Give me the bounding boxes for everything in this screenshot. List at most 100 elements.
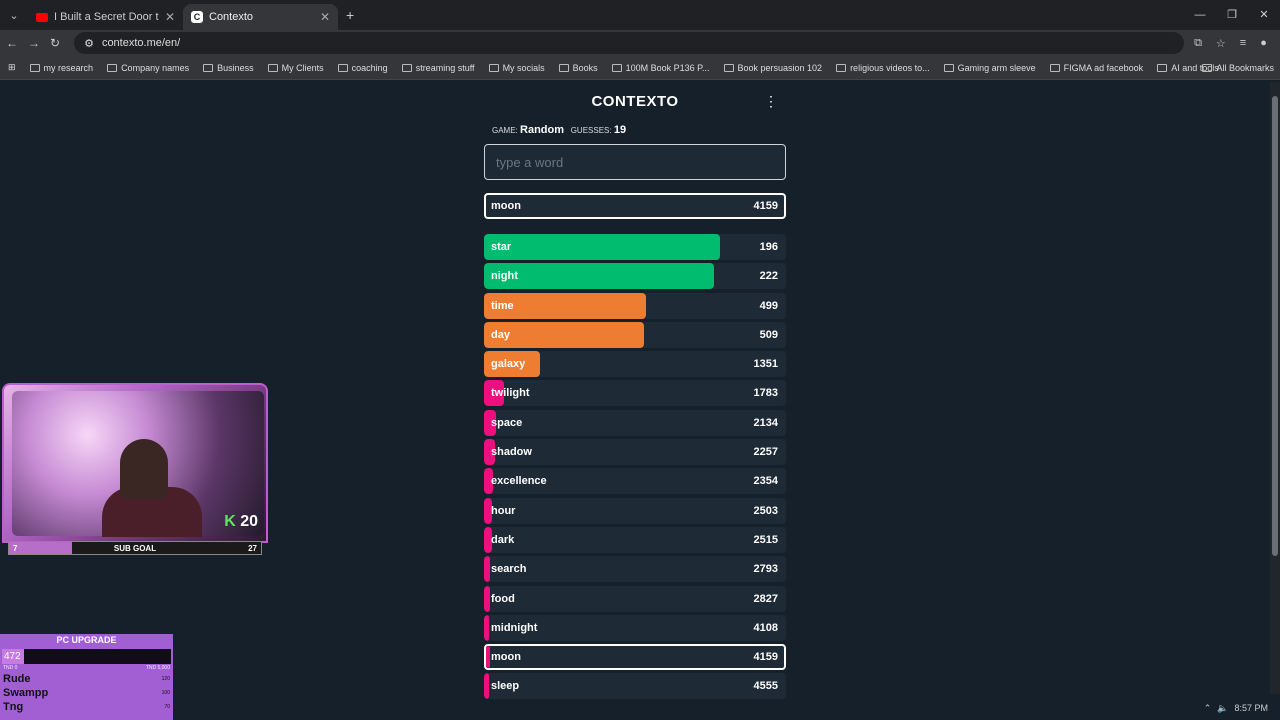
contexto-icon: C xyxy=(191,11,203,23)
guess-distance: 1351 xyxy=(753,358,778,371)
guesses-value: 19 xyxy=(613,124,627,136)
sub-goal-target: 27 xyxy=(248,544,257,553)
bookmark-item[interactable]: Business xyxy=(203,63,254,73)
pc-upgrade-title: PC UPGRADE xyxy=(56,635,117,645)
guess-distance: 2515 xyxy=(753,533,778,546)
bookmark-label: AI and tools xyxy=(1171,62,1219,73)
word-input[interactable] xyxy=(484,144,786,180)
guess-row: sleep 4555 xyxy=(484,673,786,700)
bookmark-label: my research xyxy=(43,62,94,73)
close-icon[interactable]: ✕ xyxy=(319,10,330,24)
bookmark-label: Company names xyxy=(121,62,190,73)
bookmark-item[interactable]: Books xyxy=(558,62,598,73)
apps-icon[interactable]: ⊞ xyxy=(8,62,16,72)
url-field[interactable]: ⚙ contexto.me/en/ xyxy=(74,32,1185,54)
new-tab-button[interactable]: + xyxy=(346,7,355,23)
bookmark-item[interactable]: streaming stuff xyxy=(401,63,475,73)
bookmark-item[interactable]: AI and tools xyxy=(1157,63,1219,73)
folder-icon xyxy=(267,63,278,72)
sub-goal-fill xyxy=(9,542,72,554)
more-options-icon[interactable]: ⋮ xyxy=(764,93,778,109)
donor-name: Rude xyxy=(3,673,31,685)
pc-upgrade-widget: PC UPGRADE 472 TND 0 TND 5,000 Rude 120 Sw… xyxy=(0,634,173,720)
folder-icon xyxy=(203,63,214,72)
tab-youtube[interactable]: I Built a Secret Door to Trick m ✕ xyxy=(28,4,183,30)
donor-row: Rude 120 xyxy=(0,672,173,686)
install-icon[interactable]: ⧉ xyxy=(1194,36,1202,49)
bookmark-label: Gaming arm sleeve xyxy=(957,62,1036,73)
maximize-button[interactable]: ❐ xyxy=(1227,9,1237,21)
guess-row: hour 2503 xyxy=(484,497,786,524)
tray-chevron-icon[interactable]: ⌃ xyxy=(1203,703,1212,713)
tab-title: Contexto xyxy=(209,11,254,23)
guess-list: star 196 night 222 time 499 day 509 galaxy 1351 tw… xyxy=(484,234,786,700)
folder-icon xyxy=(488,63,499,72)
bookmark-item[interactable]: religious videos to... xyxy=(836,63,930,73)
reload-button[interactable]: ↻ xyxy=(50,36,61,50)
system-tray: ⌃ 🔈 8:57 PM xyxy=(1204,703,1268,714)
folder-icon xyxy=(1202,63,1213,72)
guess-bar xyxy=(484,380,504,407)
profile-icon[interactable]: ● xyxy=(1260,36,1267,49)
guess-distance: 4108 xyxy=(753,621,778,634)
bookmarks-bar: ⊞ my research Company names Business My Cli… xyxy=(0,56,1280,80)
bookmark-star-icon[interactable]: ☆ xyxy=(1215,37,1226,50)
window-controls: — ❐ ✕ xyxy=(1184,0,1280,30)
guess-bar xyxy=(484,526,492,553)
bookmark-item[interactable]: Company names xyxy=(107,63,189,73)
kick-letter: K xyxy=(224,513,236,530)
folder-icon xyxy=(611,63,622,72)
bookmark-label: coaching xyxy=(351,62,388,73)
bookmark-label: Books xyxy=(572,62,598,73)
bookmark-item[interactable]: my research xyxy=(29,62,94,73)
guess-distance: 2354 xyxy=(753,475,778,488)
kick-count: 20 xyxy=(240,513,258,530)
guess-row: galaxy 1351 xyxy=(484,351,786,378)
clock: 8:57 PM xyxy=(1234,703,1268,713)
guess-bar xyxy=(484,614,489,641)
bookmark-item[interactable]: Book persuasion 102 xyxy=(723,62,823,73)
last-guess-row: moon 4159 xyxy=(484,193,786,219)
folder-icon xyxy=(836,63,847,72)
bookmark-item[interactable]: Gaming arm sleeve xyxy=(943,62,1036,73)
bookmark-item[interactable]: FIGMA ad facebook xyxy=(1049,63,1143,73)
donor-amount: 100 xyxy=(161,690,170,696)
site-info-icon[interactable]: ⚙ xyxy=(84,37,94,50)
close-icon[interactable]: ✕ xyxy=(164,10,175,24)
bookmark-label: religious videos to... xyxy=(850,62,930,73)
close-window-button[interactable]: ✕ xyxy=(1259,9,1269,21)
scrollbar[interactable] xyxy=(1270,82,1280,694)
all-bookmarks-label: All Bookmarks xyxy=(1216,62,1274,73)
guess-bar xyxy=(484,263,714,290)
back-button[interactable]: ← xyxy=(6,36,18,50)
minimize-button[interactable]: — xyxy=(1194,9,1206,21)
guess-bar xyxy=(484,321,645,348)
guess-word: sleep xyxy=(491,680,520,693)
tab-search-icon[interactable]: ⌄ xyxy=(9,9,19,22)
guess-word: galaxy xyxy=(491,358,526,371)
guess-distance: 2503 xyxy=(753,504,778,517)
guess-bar xyxy=(484,585,491,612)
bookmark-item[interactable]: coaching xyxy=(337,62,388,73)
bookmark-item[interactable]: My Clients xyxy=(267,63,324,73)
url-text: contexto.me/en/ xyxy=(101,37,181,49)
tab-contexto[interactable]: C Contexto ✕ xyxy=(183,4,338,30)
scrollbar-thumb[interactable] xyxy=(1272,96,1278,556)
guess-word: star xyxy=(491,241,512,253)
folder-icon xyxy=(401,63,412,72)
guess-row: star 196 xyxy=(484,234,786,260)
volume-icon[interactable]: 🔈 xyxy=(1217,703,1229,713)
game-value: Random xyxy=(520,124,565,136)
reading-list-icon[interactable]: ≡ xyxy=(1239,36,1247,49)
folder-icon xyxy=(1157,63,1168,72)
bookmark-item[interactable]: My socials xyxy=(488,63,545,73)
all-bookmarks[interactable]: All Bookmarks xyxy=(1202,63,1274,73)
forward-button[interactable]: → xyxy=(28,36,40,50)
bookmark-label: Book persuasion 102 xyxy=(737,62,823,73)
guess-bar xyxy=(484,556,491,583)
guess-row: space 2134 xyxy=(484,409,786,436)
bookmark-item[interactable]: 100M Book P136 P... xyxy=(611,63,710,73)
guess-word: midnight xyxy=(491,621,538,634)
guess-bar xyxy=(484,351,540,378)
guess-row: day 509 xyxy=(484,321,786,348)
